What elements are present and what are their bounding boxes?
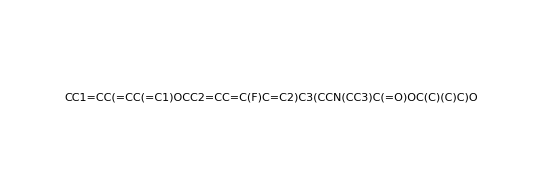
Text: CC1=CC(=CC(=C1)OCC2=CC=C(F)C=C2)C3(CCN(CC3)C(=O)OC(C)(C)C)O: CC1=CC(=CC(=C1)OCC2=CC=C(F)C=C2)C3(CCN(C… — [64, 92, 478, 103]
